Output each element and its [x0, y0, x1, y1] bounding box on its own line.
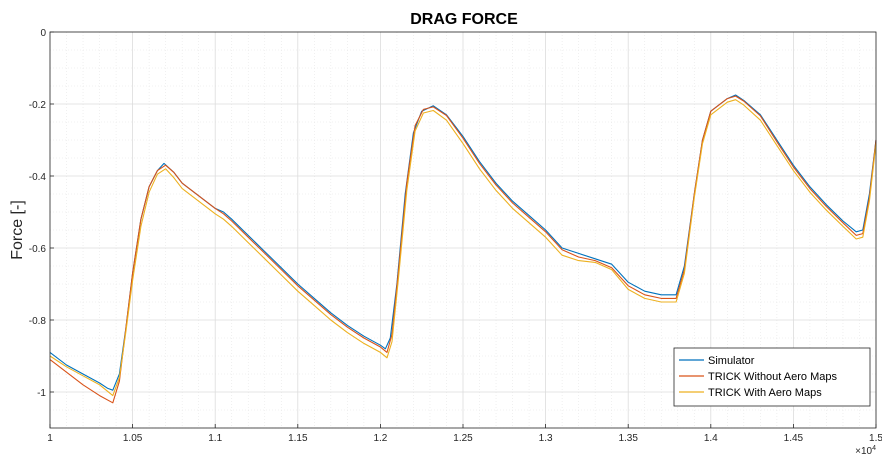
- x-tick-label: 1.15: [288, 433, 308, 444]
- series-line-2: [49, 95, 877, 404]
- x-tick-label: 1: [47, 433, 53, 444]
- legend-label: TRICK Without Aero Maps: [708, 371, 837, 383]
- x-tick-label: 1.1: [208, 433, 222, 444]
- y-tick-label: -1: [37, 388, 46, 399]
- y-tick-label: -0.4: [29, 172, 47, 183]
- y-tick-label: 0: [40, 28, 46, 39]
- x-axis-exponent: ×104: [855, 445, 876, 457]
- x-tick-label: 1.35: [618, 433, 638, 444]
- legend-label: Simulator: [708, 355, 755, 367]
- x-tick-label: 1.5: [869, 433, 882, 444]
- series-layer: [49, 94, 877, 404]
- x-exponent-base: ×10: [855, 446, 872, 457]
- series-line-3: [49, 99, 877, 397]
- x-tick-label: 1.25: [453, 433, 473, 444]
- y-tick-label: -0.2: [29, 100, 47, 111]
- x-tick-label: 1.4: [704, 433, 718, 444]
- legend-label: TRICK With Aero Maps: [708, 387, 822, 399]
- legend-box: [673, 347, 871, 407]
- x-tick-label: 1.45: [784, 433, 804, 444]
- x-exponent-power: 4: [872, 445, 876, 452]
- x-tick-label: 1.3: [539, 433, 553, 444]
- x-tick-label: 1.05: [123, 433, 143, 444]
- x-tick-label: 1.2: [373, 433, 387, 444]
- x-axis-ticks: 1 1.05 1.1 1.15 1.2 1.25 1.3 1.35 1.4 1.45 1.5: [47, 424, 882, 444]
- legend: Simulator TRICK Without Aero Maps TRICK Wi…: [673, 347, 871, 407]
- chart-title: DRAG FORCE: [410, 11, 518, 28]
- y-tick-label: -0.6: [29, 244, 47, 255]
- y-axis-label: Force [-]: [9, 200, 26, 260]
- y-tick-label: -0.8: [29, 316, 47, 327]
- y-axis-ticks: 0 -0.2 -0.4 -0.6 -0.8 -1: [29, 28, 54, 399]
